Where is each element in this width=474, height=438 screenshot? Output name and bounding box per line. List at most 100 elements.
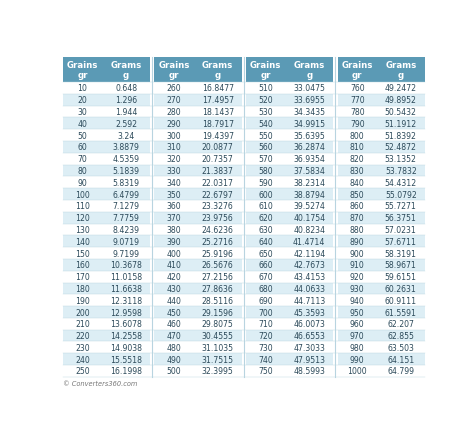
Text: 39.5274: 39.5274	[293, 202, 325, 211]
Text: 180: 180	[75, 284, 90, 293]
Text: 960: 960	[350, 320, 365, 328]
Bar	[155, 165, 194, 177]
Bar	[155, 365, 194, 377]
Bar	[377, 365, 425, 377]
Bar	[194, 189, 242, 201]
Text: © Converters360.com: © Converters360.com	[63, 380, 137, 386]
Text: 610: 610	[258, 202, 273, 211]
Text: 47.3033: 47.3033	[293, 343, 325, 352]
Bar	[337, 118, 377, 130]
Text: 23.3276: 23.3276	[202, 202, 234, 211]
Bar	[102, 201, 150, 212]
Text: 280: 280	[167, 108, 182, 117]
Text: 4.5359: 4.5359	[113, 155, 140, 164]
Bar	[377, 271, 425, 283]
Text: 520: 520	[258, 96, 273, 105]
Text: 37.5834: 37.5834	[293, 166, 325, 176]
Text: 290: 290	[167, 120, 182, 129]
Bar	[246, 189, 285, 201]
Text: 470: 470	[167, 331, 182, 340]
Bar	[102, 236, 150, 247]
Text: 760: 760	[350, 84, 365, 93]
Text: 350: 350	[167, 190, 182, 199]
Text: 63.503: 63.503	[387, 343, 414, 352]
Text: 780: 780	[350, 108, 365, 117]
Bar	[285, 106, 333, 118]
Text: 360: 360	[167, 202, 182, 211]
Text: 13.6078: 13.6078	[110, 320, 142, 328]
Text: 44.7113: 44.7113	[293, 296, 325, 305]
Text: 55.0792: 55.0792	[385, 190, 417, 199]
Text: 55.7271: 55.7271	[385, 202, 417, 211]
Text: 300: 300	[167, 131, 182, 140]
Text: 220: 220	[75, 331, 90, 340]
Bar	[246, 283, 285, 295]
Bar	[194, 83, 242, 95]
Bar	[194, 58, 242, 83]
Text: 25.9196: 25.9196	[202, 249, 234, 258]
Text: Grams
g: Grams g	[293, 60, 325, 80]
Text: 440: 440	[167, 296, 182, 305]
Bar	[155, 106, 194, 118]
Bar	[102, 224, 150, 236]
Bar	[194, 247, 242, 259]
Text: 24.6236: 24.6236	[202, 226, 234, 234]
Bar	[155, 212, 194, 224]
Bar	[155, 342, 194, 353]
Bar	[285, 130, 333, 142]
Text: 9.7199: 9.7199	[113, 249, 140, 258]
Text: 560: 560	[258, 143, 273, 152]
Bar	[194, 153, 242, 165]
Text: 36.9354: 36.9354	[293, 155, 325, 164]
Text: 14.2558: 14.2558	[110, 331, 142, 340]
Bar	[194, 295, 242, 307]
Bar	[377, 283, 425, 295]
Text: 740: 740	[258, 355, 273, 364]
Bar	[246, 365, 285, 377]
Text: 59.6151: 59.6151	[385, 272, 417, 282]
Text: 860: 860	[350, 202, 365, 211]
Bar	[285, 177, 333, 189]
Text: 58.3191: 58.3191	[385, 249, 417, 258]
Text: 430: 430	[167, 284, 182, 293]
Bar	[194, 130, 242, 142]
Bar	[194, 106, 242, 118]
Text: 230: 230	[75, 343, 90, 352]
Text: 460: 460	[167, 320, 182, 328]
Text: 420: 420	[167, 272, 182, 282]
Bar	[246, 259, 285, 271]
Bar	[63, 236, 102, 247]
Bar	[246, 142, 285, 153]
Bar	[246, 224, 285, 236]
Text: 690: 690	[258, 296, 273, 305]
Bar	[63, 58, 102, 83]
Text: 32.3995: 32.3995	[202, 367, 234, 376]
Bar	[194, 365, 242, 377]
Bar	[155, 95, 194, 106]
Bar	[194, 330, 242, 342]
Text: 870: 870	[350, 214, 365, 223]
Text: 790: 790	[350, 120, 365, 129]
Bar	[285, 95, 333, 106]
Text: 23.9756: 23.9756	[202, 214, 234, 223]
Bar	[246, 58, 285, 83]
Bar	[285, 201, 333, 212]
Bar	[194, 212, 242, 224]
Text: 830: 830	[350, 166, 365, 176]
Text: Grains
gr: Grains gr	[250, 60, 282, 80]
Bar	[63, 177, 102, 189]
Bar	[246, 106, 285, 118]
Bar	[63, 153, 102, 165]
Text: 47.9513: 47.9513	[293, 355, 325, 364]
Text: 49.2472: 49.2472	[385, 84, 417, 93]
Text: 46.0073: 46.0073	[293, 320, 325, 328]
Bar	[63, 165, 102, 177]
Bar	[377, 165, 425, 177]
Text: 330: 330	[167, 166, 182, 176]
Text: 12.9598: 12.9598	[110, 308, 142, 317]
Bar	[63, 224, 102, 236]
Bar	[102, 142, 150, 153]
Bar	[246, 118, 285, 130]
Bar	[285, 318, 333, 330]
Bar	[102, 95, 150, 106]
